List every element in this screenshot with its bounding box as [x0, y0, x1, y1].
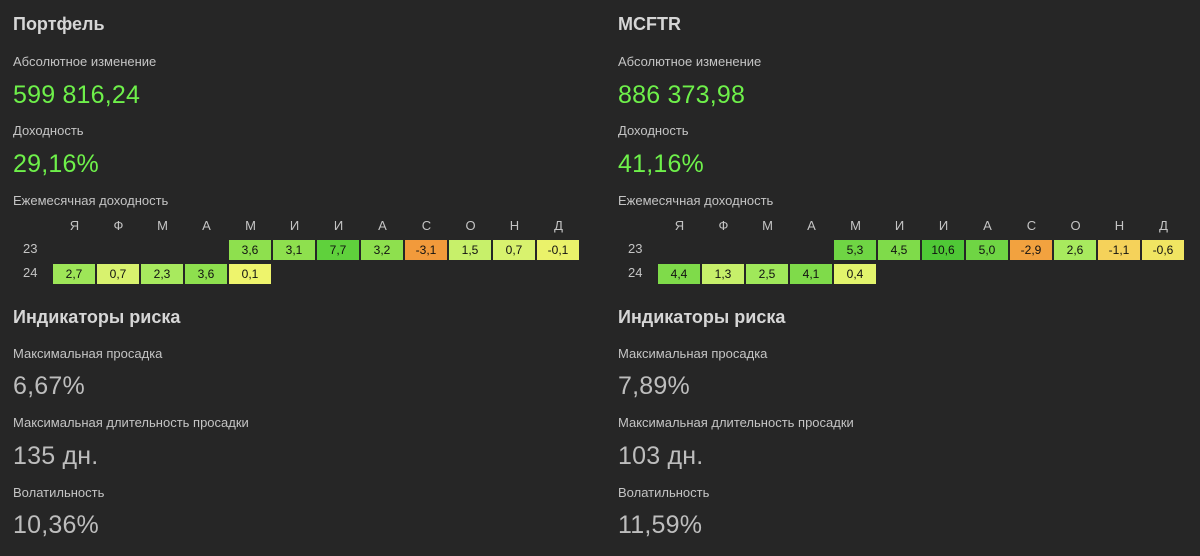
- month-header: М: [762, 218, 773, 233]
- yield-value: 29,16%: [13, 150, 99, 178]
- month-header: Н: [1114, 218, 1125, 233]
- year-label: 24: [23, 265, 38, 280]
- year-label: 23: [23, 241, 38, 256]
- month-header: М: [850, 218, 861, 233]
- yield-value: 41,16%: [618, 150, 704, 178]
- risk-indicators-title: Индикаторы риска: [13, 307, 181, 327]
- monthly-yield-cell: 3,1: [273, 240, 315, 260]
- month-header: А: [807, 218, 816, 233]
- monthly-yield-cell: 0,4: [834, 264, 876, 284]
- max-dd-duration-label: Максимальная длительность просадки: [618, 415, 854, 430]
- month-header: Ф: [113, 218, 124, 233]
- monthly-yield-cell: 2,6: [1054, 240, 1096, 260]
- volatility-value: 11,59%: [618, 511, 703, 539]
- max-dd-duration-value: 103 дн.: [618, 442, 704, 470]
- monthly-yield-cell: 3,6: [229, 240, 271, 260]
- monthly-yield-cell: 4,4: [658, 264, 700, 284]
- max-drawdown-value: 7,89%: [618, 372, 690, 400]
- month-header: И: [333, 218, 344, 233]
- risk-indicators-title: Индикаторы риска: [618, 307, 786, 327]
- month-header: А: [202, 218, 211, 233]
- month-header: И: [289, 218, 300, 233]
- month-header: И: [894, 218, 905, 233]
- monthly-yield-cell: 2,5: [746, 264, 788, 284]
- month-header: Д: [1159, 218, 1168, 233]
- abs-change-value: 886 373,98: [618, 81, 746, 109]
- max-drawdown-label: Максимальная просадка: [13, 346, 163, 361]
- max-dd-duration-label: Максимальная длительность просадки: [13, 415, 249, 430]
- monthly-yield-cell: 4,5: [878, 240, 920, 260]
- monthly-yield-cell: 5,3: [834, 240, 876, 260]
- max-dd-duration-value: 135 дн.: [13, 442, 99, 470]
- year-label: 24: [628, 265, 643, 280]
- monthly-yield-cell: -1,1: [1098, 240, 1140, 260]
- monthly-yield-cell: 1,5: [449, 240, 491, 260]
- max-drawdown-label: Максимальная просадка: [618, 346, 768, 361]
- monthly-yield-cell: 3,6: [185, 264, 227, 284]
- monthly-yield-cell: 5,0: [966, 240, 1008, 260]
- month-header: А: [983, 218, 992, 233]
- month-header: А: [378, 218, 387, 233]
- monthly-yield-cell: 7,7: [317, 240, 359, 260]
- monthly-yield-cell: 3,2: [361, 240, 403, 260]
- volatility-label: Волатильность: [618, 485, 710, 500]
- monthly-yield-label: Ежемесячная доходность: [618, 193, 774, 208]
- monthly-yield-cell: -0,1: [537, 240, 579, 260]
- volatility-label: Волатильность: [13, 485, 105, 500]
- monthly-yield-cell: 1,3: [702, 264, 744, 284]
- monthly-yield-cell: -3,1: [405, 240, 447, 260]
- volatility-value: 10,36%: [13, 511, 99, 539]
- max-drawdown-value: 6,67%: [13, 372, 85, 400]
- month-header: С: [1026, 218, 1037, 233]
- month-header: О: [465, 218, 476, 233]
- month-header: О: [1070, 218, 1081, 233]
- monthly-yield-cell: 2,7: [53, 264, 95, 284]
- month-header: М: [245, 218, 256, 233]
- panel-title: MCFTR: [618, 14, 681, 34]
- monthly-yield-cell: -0,6: [1142, 240, 1184, 260]
- abs-change-value: 599 816,24: [13, 81, 141, 109]
- monthly-yield-cell: 4,1: [790, 264, 832, 284]
- panel-title: Портфель: [13, 14, 105, 34]
- abs-change-label: Абсолютное изменение: [618, 54, 762, 69]
- month-header: С: [421, 218, 432, 233]
- abs-change-label: Абсолютное изменение: [13, 54, 157, 69]
- month-header: М: [157, 218, 168, 233]
- year-label: 23: [628, 241, 643, 256]
- month-header: Ф: [718, 218, 729, 233]
- yield-label: Доходность: [618, 123, 689, 138]
- month-header: Н: [509, 218, 520, 233]
- month-header: И: [938, 218, 949, 233]
- monthly-yield-cell: 0,1: [229, 264, 271, 284]
- month-header: Я: [674, 218, 685, 233]
- monthly-yield-cell: 0,7: [493, 240, 535, 260]
- monthly-yield-cell: -2,9: [1010, 240, 1052, 260]
- monthly-yield-cell: 0,7: [97, 264, 139, 284]
- monthly-yield-cell: 2,3: [141, 264, 183, 284]
- month-header: Я: [69, 218, 80, 233]
- yield-label: Доходность: [13, 123, 84, 138]
- month-header: Д: [554, 218, 563, 233]
- monthly-yield-label: Ежемесячная доходность: [13, 193, 169, 208]
- monthly-yield-cell: 10,6: [922, 240, 964, 260]
